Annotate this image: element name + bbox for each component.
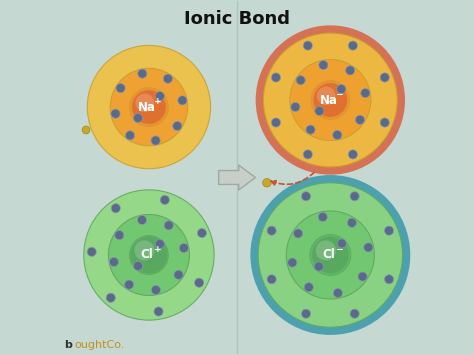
- Circle shape: [348, 41, 357, 50]
- Circle shape: [319, 60, 328, 70]
- Circle shape: [109, 214, 190, 295]
- Circle shape: [84, 190, 214, 320]
- Circle shape: [333, 288, 343, 297]
- Circle shape: [310, 235, 351, 275]
- Circle shape: [346, 66, 355, 75]
- Circle shape: [155, 92, 164, 101]
- Circle shape: [111, 109, 120, 118]
- Circle shape: [126, 131, 135, 140]
- Circle shape: [178, 96, 187, 105]
- Text: +: +: [154, 97, 162, 106]
- Circle shape: [151, 285, 161, 295]
- Circle shape: [179, 244, 189, 253]
- Circle shape: [264, 33, 397, 167]
- Circle shape: [301, 192, 310, 201]
- Circle shape: [356, 115, 365, 124]
- Circle shape: [267, 226, 276, 235]
- FancyArrowPatch shape: [219, 165, 255, 190]
- Circle shape: [286, 211, 374, 299]
- Circle shape: [313, 83, 347, 117]
- Circle shape: [82, 126, 90, 134]
- Text: Na: Na: [138, 100, 156, 114]
- Circle shape: [290, 60, 371, 141]
- Text: +: +: [154, 245, 162, 254]
- Circle shape: [314, 262, 323, 271]
- Circle shape: [173, 121, 182, 131]
- Circle shape: [136, 93, 154, 112]
- Circle shape: [384, 275, 393, 284]
- Circle shape: [317, 87, 336, 105]
- Circle shape: [271, 118, 281, 127]
- Circle shape: [116, 83, 125, 93]
- Circle shape: [315, 106, 324, 115]
- Circle shape: [306, 125, 315, 134]
- Circle shape: [134, 240, 155, 261]
- Circle shape: [303, 41, 312, 50]
- Circle shape: [106, 293, 115, 302]
- Circle shape: [164, 221, 173, 230]
- Circle shape: [125, 280, 134, 289]
- Circle shape: [197, 229, 207, 237]
- Text: oughtCo.: oughtCo.: [74, 340, 125, 350]
- Circle shape: [348, 150, 357, 159]
- Circle shape: [154, 307, 163, 316]
- Circle shape: [138, 69, 147, 78]
- Circle shape: [115, 231, 124, 240]
- Circle shape: [151, 136, 160, 145]
- Circle shape: [316, 240, 336, 261]
- Circle shape: [312, 237, 349, 273]
- Text: −: −: [336, 90, 343, 99]
- Circle shape: [133, 261, 143, 271]
- Circle shape: [129, 88, 168, 126]
- Text: −: −: [336, 245, 343, 254]
- Circle shape: [263, 179, 271, 187]
- Circle shape: [131, 237, 167, 273]
- Circle shape: [174, 270, 183, 279]
- Circle shape: [318, 212, 328, 222]
- Text: Cl: Cl: [141, 248, 154, 262]
- Circle shape: [194, 278, 204, 287]
- Circle shape: [380, 118, 389, 127]
- Circle shape: [293, 229, 303, 238]
- Circle shape: [311, 81, 350, 119]
- Circle shape: [337, 84, 346, 94]
- Circle shape: [333, 130, 342, 140]
- Circle shape: [347, 218, 356, 227]
- Circle shape: [155, 240, 164, 248]
- Circle shape: [87, 247, 96, 256]
- Circle shape: [258, 183, 402, 327]
- Circle shape: [129, 236, 168, 274]
- Circle shape: [364, 243, 373, 252]
- Text: Na: Na: [319, 93, 337, 106]
- Circle shape: [133, 114, 143, 122]
- Circle shape: [87, 45, 210, 169]
- Circle shape: [109, 257, 118, 267]
- Circle shape: [110, 68, 188, 146]
- Circle shape: [361, 88, 370, 98]
- Text: Ionic Bond: Ionic Bond: [184, 10, 290, 28]
- Circle shape: [250, 175, 410, 335]
- Circle shape: [384, 226, 393, 235]
- Circle shape: [164, 74, 173, 83]
- Circle shape: [303, 150, 312, 159]
- Circle shape: [160, 195, 169, 204]
- Circle shape: [288, 258, 297, 267]
- Circle shape: [132, 90, 166, 124]
- Text: Cl: Cl: [322, 248, 335, 262]
- Circle shape: [137, 215, 146, 225]
- Text: b: b: [64, 340, 73, 350]
- Circle shape: [291, 102, 300, 111]
- Circle shape: [301, 309, 310, 318]
- Circle shape: [350, 309, 359, 318]
- Circle shape: [267, 275, 276, 284]
- Circle shape: [358, 272, 367, 281]
- Circle shape: [255, 25, 405, 175]
- Circle shape: [271, 73, 281, 82]
- Circle shape: [337, 239, 346, 248]
- Circle shape: [380, 73, 389, 82]
- Circle shape: [111, 204, 120, 213]
- Circle shape: [296, 76, 305, 85]
- Circle shape: [304, 283, 313, 292]
- Circle shape: [350, 192, 359, 201]
